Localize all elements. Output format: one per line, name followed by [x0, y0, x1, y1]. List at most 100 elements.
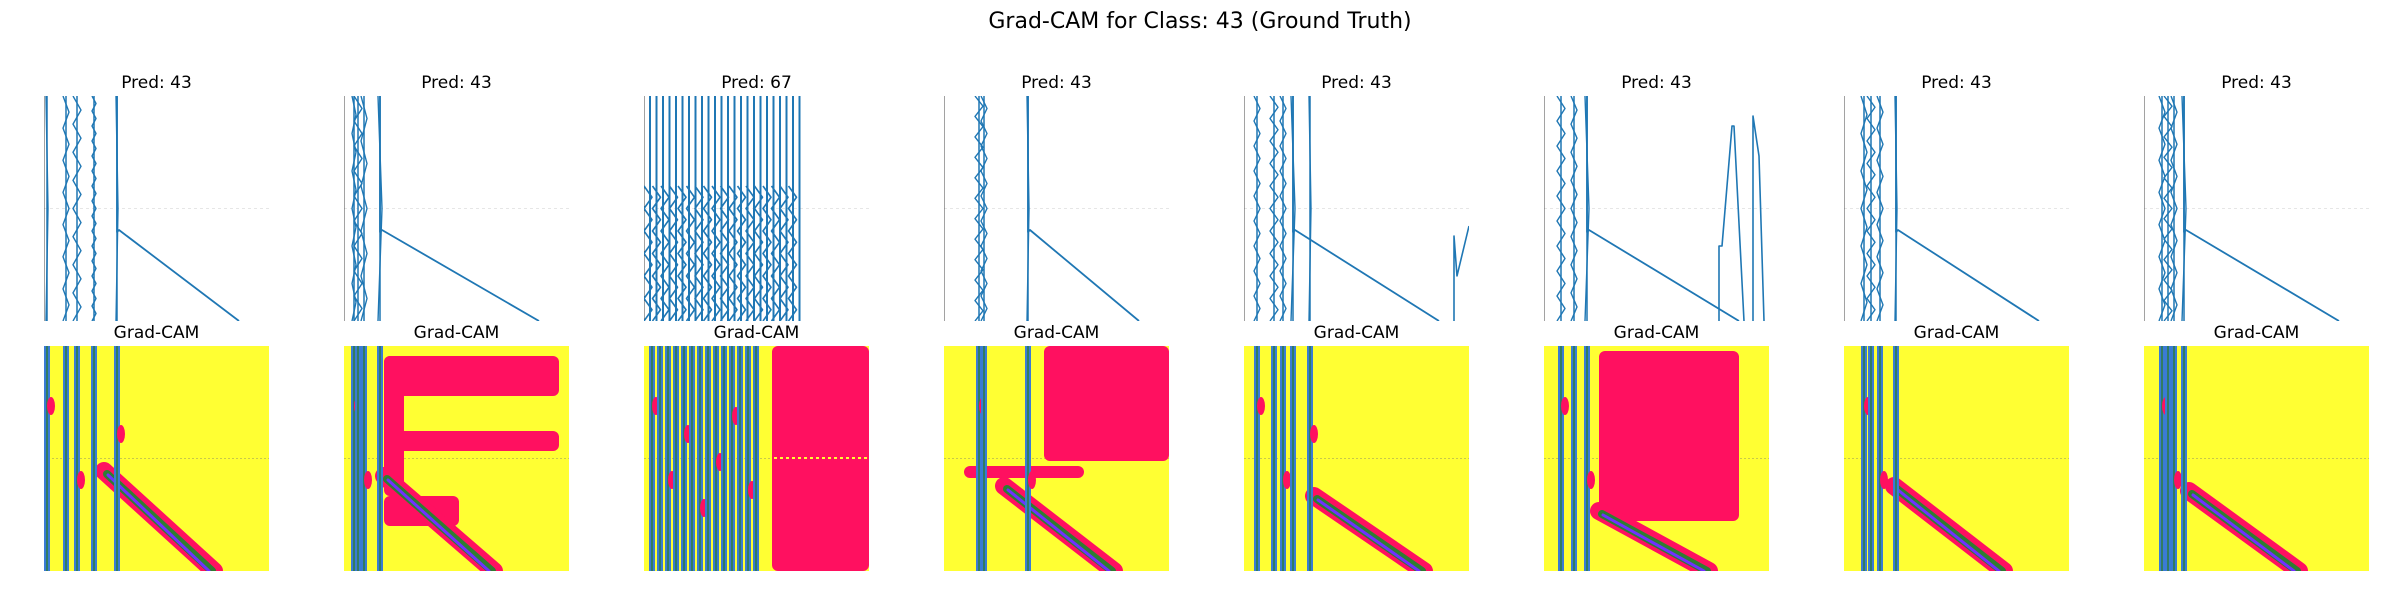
signal-oscillation — [745, 185, 755, 321]
gradcam-panel: Grad-CAM — [644, 323, 869, 571]
signal-oscillation — [728, 185, 738, 321]
signal-oscillation — [719, 185, 730, 321]
signal-oscillation — [72, 96, 82, 321]
signal-diagonal — [116, 96, 240, 321]
panel-title: Grad-CAM — [1914, 323, 2000, 343]
signal-diagonal — [1586, 96, 1740, 321]
heatmap-diagonal-core — [1316, 498, 1421, 571]
signal-oscillation — [1253, 96, 1261, 321]
gradcam-panel: Grad-CAM — [1844, 323, 2069, 571]
heatmap-strip-core — [667, 346, 669, 571]
signal-oscillation — [360, 96, 368, 321]
panels-grid: Pred: 43 Pred: 43 Pred: 67 Pred: 43 Pred: 43… — [44, 73, 2369, 571]
heatmap-diagonal-core — [2191, 493, 2296, 571]
signal-oscillation — [1308, 96, 1312, 321]
heatmap-strip-core — [46, 346, 48, 571]
signal-oscillation — [711, 185, 721, 321]
panel-plot-area — [1244, 96, 1469, 321]
heatmap-hot-region — [1599, 351, 1739, 521]
heatmap-strip-core — [683, 346, 685, 571]
heatmap-hot-region — [1044, 346, 1169, 461]
panel-title: Grad-CAM — [1014, 323, 1100, 343]
signal-oscillation — [1876, 96, 1884, 321]
signal-oscillation — [351, 96, 357, 321]
heatmap-hot-region — [384, 431, 559, 451]
heatmap-strip-core — [2183, 346, 2185, 571]
signal-oscillation — [2163, 96, 2173, 321]
panel-plot-area — [1544, 346, 1769, 571]
signal-panel: Pred: 43 — [1244, 73, 1469, 321]
panel-title: Pred: 43 — [2221, 73, 2292, 93]
panel-title: Grad-CAM — [714, 323, 800, 343]
heatmap-diagonal-core — [106, 473, 211, 571]
signal-oscillation — [736, 185, 747, 321]
gradcam-panel: Grad-CAM — [2144, 323, 2369, 571]
heatmap-strip-core — [1879, 346, 1881, 571]
signal-oscillation — [651, 185, 662, 321]
signal-panel: Pred: 43 — [944, 73, 1169, 321]
heatmap-strip-core — [1027, 346, 1029, 571]
panel-title: Pred: 43 — [1021, 73, 1092, 93]
signal-oscillation — [694, 185, 704, 321]
heatmap-strip-core — [1273, 346, 1275, 571]
heatmap-blob — [47, 397, 55, 415]
signal-oscillation — [660, 185, 670, 321]
heatmap-blob — [1587, 471, 1595, 489]
heatmap-strip-core — [76, 346, 78, 571]
heatmap-strip-core — [723, 346, 725, 571]
signal-oscillation — [702, 185, 713, 321]
panel-plot-area — [644, 346, 869, 571]
heatmap-strip-core — [699, 346, 701, 571]
heatmap-strip-core — [353, 346, 355, 571]
heatmap-diagonal-core — [1601, 513, 1706, 571]
panel-title: Pred: 43 — [1621, 73, 1692, 93]
signal-panel: Pred: 43 — [344, 73, 569, 321]
signal-oscillation — [762, 185, 772, 321]
panel-plot-area — [44, 96, 269, 321]
heatmap-strip-core — [379, 346, 381, 571]
signal-oscillation — [1556, 96, 1566, 321]
heatmap-hot-region — [964, 466, 1084, 478]
signal-diagonal — [2183, 96, 2340, 321]
panel-plot-area — [944, 346, 1169, 571]
heatmap-strip-core — [1256, 346, 1258, 571]
signal-oscillation — [1269, 96, 1279, 321]
heatmap-strip-core — [1309, 346, 1311, 571]
heatmap-strip-core — [978, 346, 980, 571]
heatmap-strip-core — [116, 346, 118, 571]
signal-panel: Pred: 43 — [44, 73, 269, 321]
heatmap-blob — [77, 471, 85, 489]
heatmap-strip-core — [1863, 346, 1865, 571]
heatmap-strip-core — [691, 346, 693, 571]
panel-plot-area — [2144, 346, 2369, 571]
panel-plot-area — [1244, 346, 1469, 571]
heatmap-hot-region — [384, 356, 559, 396]
signal-oscillation — [353, 96, 363, 321]
heatmap-blob — [1257, 397, 1265, 415]
heatmap-strip-core — [1870, 346, 1872, 571]
heatmap-strip-core — [659, 346, 661, 571]
signal-oscillation — [1866, 96, 1876, 321]
heatmap-blob — [1028, 471, 1036, 489]
panel-title: Grad-CAM — [114, 323, 200, 343]
panel-plot-area — [44, 346, 269, 571]
heatmap-blob — [364, 471, 372, 489]
heatmap-strip-core — [1282, 346, 1284, 571]
heatmap-strip-core — [1586, 346, 1588, 571]
heatmap-strip-core — [2173, 346, 2175, 571]
heatmap-blob — [117, 425, 125, 443]
heatmap-strip-core — [755, 346, 757, 571]
heatmap-strip-core — [651, 346, 653, 571]
heatmap-strip-core — [707, 346, 709, 571]
heatmap-strip-core — [747, 346, 749, 571]
panel-plot-area — [1844, 96, 2069, 321]
signal-oscillation — [779, 185, 789, 321]
panel-plot-area — [1544, 96, 1769, 321]
heatmap-blob — [2174, 471, 2182, 489]
signal-oscillation — [980, 96, 988, 321]
heatmap-hot-region — [384, 356, 404, 496]
heatmap-hot-region — [772, 346, 869, 571]
heatmap-strip-core — [983, 346, 985, 571]
signal-oscillation — [1860, 96, 1868, 321]
panel-title: Grad-CAM — [2214, 323, 2300, 343]
